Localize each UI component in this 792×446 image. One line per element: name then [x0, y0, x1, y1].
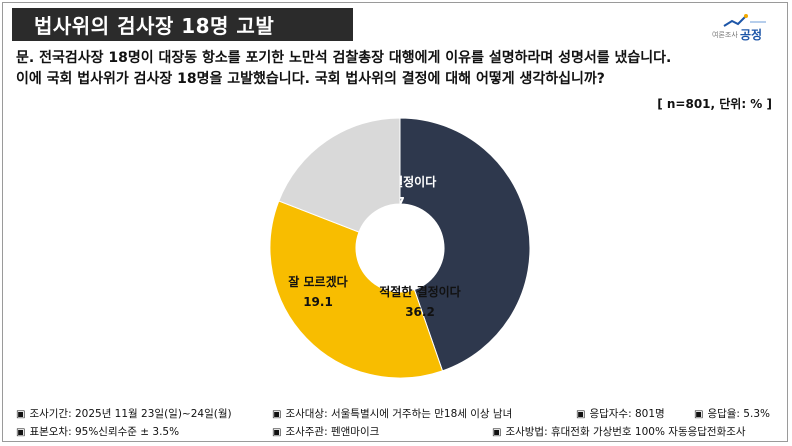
donut-slice: [399, 117, 530, 372]
footer-item: ▣ 조사주관: 펜앤마이크: [272, 426, 380, 438]
logo-brand: 공정: [740, 28, 763, 42]
title-text: 법사위의 검사장 18명 고발: [34, 14, 275, 38]
slice-value-label: 36.2: [405, 305, 435, 319]
donut-slice: [270, 200, 444, 379]
slide-frame: [2, 2, 788, 442]
slice-value-label: 19.1: [303, 295, 333, 309]
page-title: 법사위의 검사장 18명 고발: [12, 8, 353, 41]
footer-item: ▣ 응답율: 5.3%: [694, 408, 770, 420]
slice-category-label: 적절한 결정이다: [379, 284, 460, 299]
question-text: 문. 전국검사장 18명이 대장동 항소를 포기한 노만석 검찰총장 대행에게 …: [16, 48, 671, 90]
footer-item: ▣ 조사기간: 2025년 11월 23일(일)~24일(월): [16, 408, 232, 420]
footer-item: ▣ 조사방법: 휴대전화 가상번호 100% 자동응답전화조사: [492, 426, 746, 438]
footer-item: ▣ 응답자수: 801명: [576, 408, 665, 420]
sample-unit-note: [ n=801, 단위: % ]: [657, 97, 772, 111]
logo-chart-icon: [723, 14, 766, 27]
logo-subtext: 여론조사: [712, 31, 738, 39]
footer-item: ▣ 표본오차: 95%신뢰수준 ± 3.5%: [16, 426, 180, 438]
question-line-1: 문. 전국검사장 18명이 대장동 항소를 포기한 노만석 검찰총장 대행에게 …: [16, 50, 672, 66]
question-line-2: 이에 국회 법사위가 검사장 18명을 고발했습니다. 국회 법사위의 결정에 …: [16, 71, 605, 87]
footer-item: ▣ 조사대상: 서울특별시에 거주하는 만18세 이상 남녀: [272, 408, 513, 420]
brand-logo: 여론조사 공정: [710, 12, 774, 42]
slice-category-label: 잘 모르겠다: [288, 274, 347, 289]
donut-slice: [278, 117, 401, 233]
